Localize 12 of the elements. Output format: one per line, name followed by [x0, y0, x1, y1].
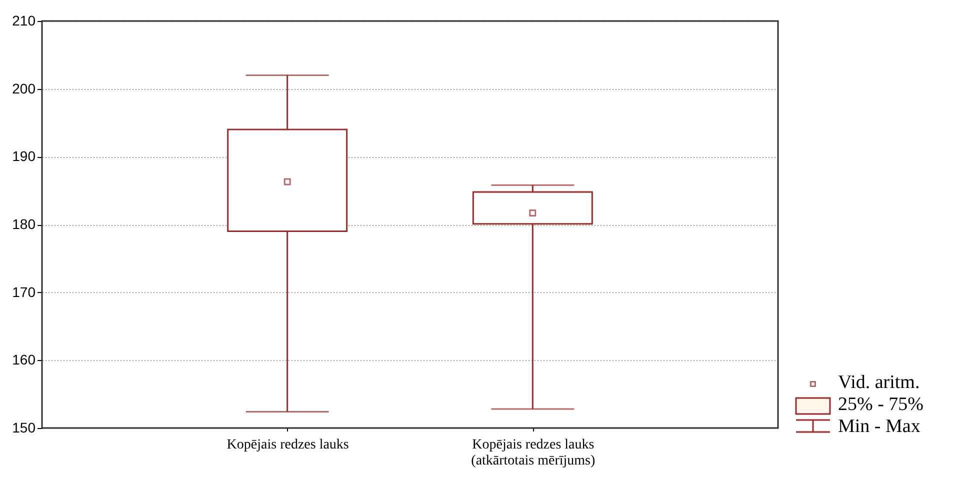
text: 25% - 75% [838, 394, 924, 415]
y-tick-label: 190 [12, 148, 36, 164]
y-tick-label: 180 [12, 216, 36, 232]
text: Vid. aritm. [838, 372, 920, 393]
x-tick-label: Kopējais redzes lauks [226, 438, 349, 452]
text: Min - Max [838, 416, 921, 437]
y-tick-label: 200 [12, 80, 36, 96]
y-tick-label: 160 [12, 352, 36, 368]
y-tick-label: 170 [12, 284, 36, 300]
y-tick-label: 210 [12, 12, 36, 28]
x-tick-label: Kopējais redzes lauks (atkārtotais mērījums) [471, 438, 596, 468]
y-tick-label: 150 [12, 420, 36, 436]
